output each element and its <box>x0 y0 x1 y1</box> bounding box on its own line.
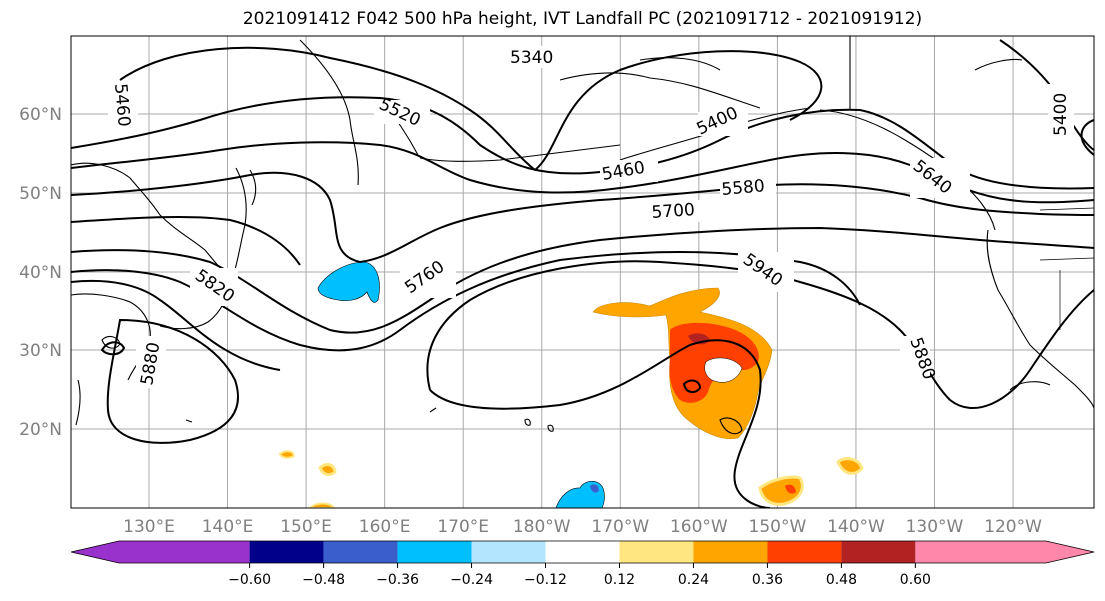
colorbar-segment <box>71 541 250 563</box>
longitude-labels: 130°E 140°E 150°E 160°E 170°E 180°W 170°W 160°W… <box>123 517 1042 537</box>
latitude-label: 60°N <box>19 105 62 125</box>
colorbar-tick-label: 0.36 <box>752 572 783 588</box>
longitude-label: 150°W <box>749 517 807 537</box>
longitude-label: 160°E <box>359 517 411 537</box>
longitude-label: 120°W <box>984 517 1042 537</box>
colorbar: −0.60 −0.48 −0.36 −0.24 −0.12 0.12 0.24 0.36 0.4… <box>70 540 1095 588</box>
colorbar-tick-label: −0.36 <box>376 572 419 588</box>
colorbar-tick-label: −0.48 <box>302 572 345 588</box>
longitude-label: 170°E <box>437 517 489 537</box>
colorbar-tick-label: −0.12 <box>524 572 567 588</box>
ivt-shading <box>278 261 864 508</box>
colorbar-segment <box>915 541 1094 563</box>
colorbar-segment <box>323 541 398 563</box>
latitude-labels: 60°N 50°N 40°N 30°N 20°N <box>19 105 62 440</box>
longitude-label: 170°W <box>591 517 649 537</box>
longitude-label: 130°W <box>906 517 964 537</box>
contour-label: 5400 <box>1051 93 1071 136</box>
longitude-label: 140°W <box>827 517 885 537</box>
colorbar-segment <box>841 541 916 563</box>
colorbar-segment <box>693 541 768 563</box>
longitude-label: 140°E <box>202 517 254 537</box>
ivt-positive-patch <box>318 463 337 477</box>
ivt-positive-patch <box>785 484 796 494</box>
longitude-label: 150°E <box>280 517 332 537</box>
map-title: 2021091412 F042 500 hPa height, IVT Land… <box>242 9 923 29</box>
latitude-label: 20°N <box>19 420 62 440</box>
contour-label: 5580 <box>721 176 766 200</box>
contour-label: 5340 <box>510 48 553 68</box>
latitude-label: 30°N <box>19 341 62 361</box>
contour-label: 5700 <box>651 200 696 223</box>
colorbar-segment <box>249 541 324 563</box>
latitude-label: 50°N <box>19 184 62 204</box>
longitude-label: 180°W <box>513 517 571 537</box>
colorbar-tick-label: 0.12 <box>604 572 635 588</box>
ivt-positive-patch <box>758 475 804 506</box>
colorbar-segment <box>471 541 546 563</box>
colorbar-tick-label: 0.60 <box>900 572 931 588</box>
colorbar-segment <box>619 541 694 563</box>
latitude-label: 40°N <box>19 263 62 283</box>
contour-label: 5460 <box>110 83 134 128</box>
contour-labels: 5340 5460 5520 5400 5460 5580 5640 5700 … <box>108 46 1074 388</box>
colorbar-outline <box>70 540 1095 564</box>
colorbar-tick-label: −0.60 <box>228 572 271 588</box>
colorbar-tick-label: 0.24 <box>678 572 709 588</box>
colorbar-segment <box>545 541 620 563</box>
ivt-neutral-hole <box>704 357 743 383</box>
colorbar-tick-label: −0.24 <box>450 572 493 588</box>
longitude-label: 160°W <box>670 517 728 537</box>
ivt-positive-patch <box>278 450 296 459</box>
colorbar-segment <box>767 541 842 563</box>
colorbar-tick-label: 0.48 <box>826 572 857 588</box>
ivt-negative-patch <box>590 484 599 493</box>
map-frame <box>70 35 1095 509</box>
longitude-label: 130°E <box>123 517 175 537</box>
ivt-positive-patch <box>836 457 864 475</box>
colorbar-segment <box>397 541 472 563</box>
height-contours <box>71 39 1094 508</box>
